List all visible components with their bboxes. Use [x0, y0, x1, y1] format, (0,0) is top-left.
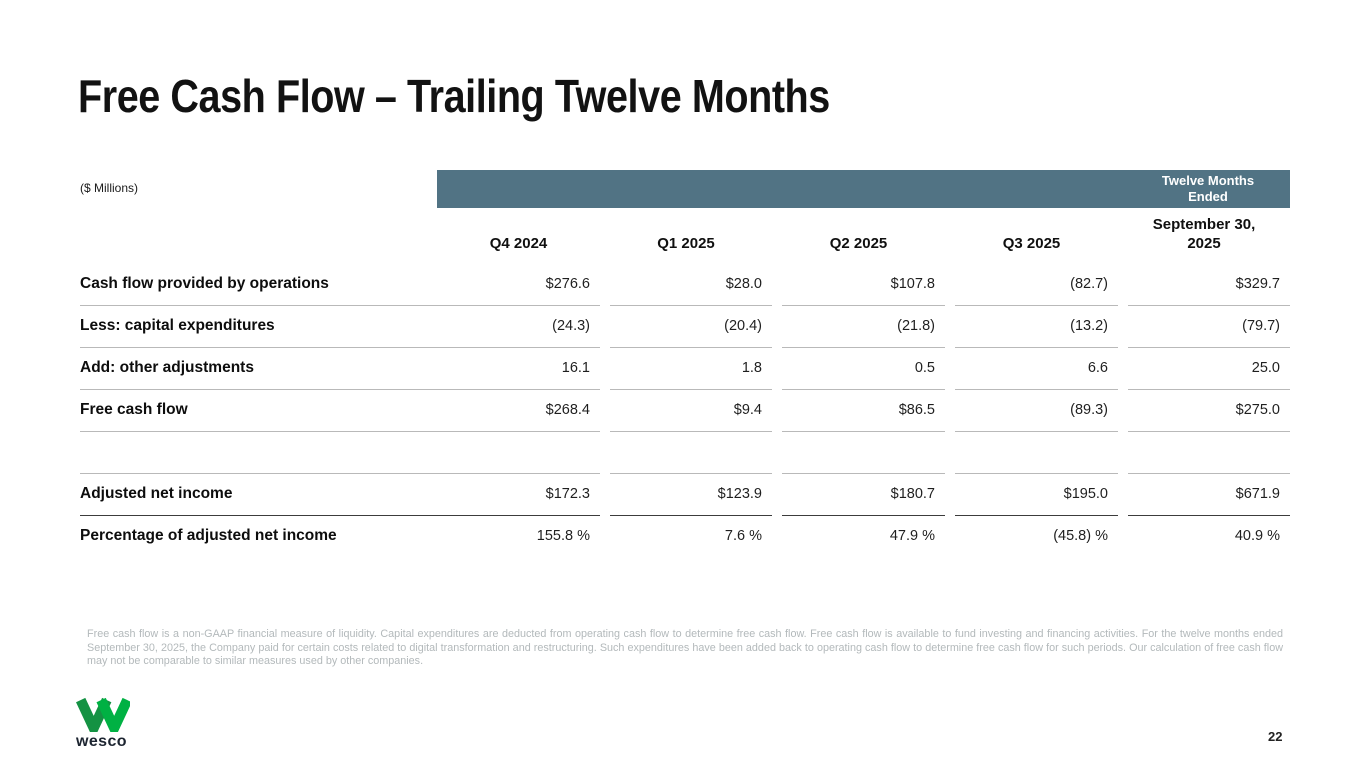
- cell-value: [782, 431, 945, 474]
- cell-value: 16.1: [437, 347, 600, 390]
- cell-value: 6.6: [955, 347, 1118, 390]
- financial-table: Cash flow provided by operations $276.6 $2…: [80, 263, 1290, 557]
- table-header-banner: Twelve Months Ended: [437, 170, 1290, 208]
- column-header: Q3 2025: [1002, 235, 1061, 252]
- table-spacer-row: [80, 431, 1290, 474]
- cell-value: 0.5: [782, 347, 945, 390]
- cell-value: [437, 431, 600, 474]
- cell-value: $107.8: [782, 263, 945, 306]
- footnote: Free cash flow is a non-GAAP financial m…: [87, 628, 1283, 668]
- row-label: [80, 431, 437, 474]
- cell-value: (24.3): [437, 305, 600, 348]
- cell-value: $195.0: [955, 473, 1118, 516]
- column-header: Q1 2025: [657, 235, 715, 252]
- column-header: Q4 2024: [489, 235, 548, 252]
- cell-value: 155.8 %: [536, 528, 590, 544]
- row-label: Adjusted net income: [80, 473, 437, 516]
- column-header: Q2 2025: [829, 235, 888, 252]
- column-header-spacer: [80, 253, 437, 257]
- table-row: Less: capital expenditures (24.3) (20.4) (2…: [80, 305, 1290, 348]
- cell-value: $275.0: [1128, 389, 1290, 432]
- row-label: Add: other adjustments: [80, 347, 437, 390]
- cell-value: $9.4: [610, 389, 772, 432]
- wesco-w-icon: [76, 697, 132, 741]
- cell-value: $329.7: [1128, 263, 1290, 306]
- cell-value: (45.8) %: [1053, 528, 1108, 544]
- cell-value: 40.9 %: [1234, 528, 1280, 544]
- table-row: Free cash flow $268.4 $9.4 $86.5 (89.3) $275.…: [80, 389, 1290, 432]
- banner-label: Twelve Months Ended: [1161, 173, 1255, 204]
- column-header: September 30, 2025: [1152, 216, 1256, 252]
- cell-value: (13.2): [955, 305, 1118, 348]
- page-number: 22: [1268, 729, 1283, 744]
- cell-value: 7.6 %: [724, 528, 762, 544]
- cell-value: (21.8): [782, 305, 945, 348]
- cell-value: $172.3: [437, 473, 600, 516]
- company-logo: wesco: [76, 696, 136, 750]
- cell-value: $28.0: [610, 263, 772, 306]
- table-row: Cash flow provided by operations $276.6 $2…: [80, 263, 1290, 306]
- table-row: Add: other adjustments 16.1 1.8 0.5 6.6 25.0: [80, 347, 1290, 390]
- cell-value: (79.7): [1128, 305, 1290, 348]
- column-header-row: Q4 2024 Q1 2025 Q2 2025 Q3 2025 September 30…: [80, 211, 1290, 257]
- cell-value: 47.9 %: [889, 528, 935, 544]
- page-title: Free Cash Flow – Trailing Twelve Months: [78, 69, 830, 122]
- row-label: Free cash flow: [80, 389, 437, 432]
- cell-value: $86.5: [782, 389, 945, 432]
- cell-value: $671.9: [1128, 473, 1290, 516]
- cell-value: $268.4: [437, 389, 600, 432]
- cell-value: [955, 431, 1118, 474]
- table-row: Adjusted net income $172.3 $123.9 $180.7 $19…: [80, 473, 1290, 516]
- units-label: ($ Millions): [80, 181, 139, 195]
- cell-value: 25.0: [1128, 347, 1290, 390]
- cell-value: [1128, 431, 1290, 474]
- cell-value: 1.8: [610, 347, 772, 390]
- row-label: Percentage of adjusted net income: [80, 527, 337, 544]
- table-row: Percentage of adjusted net income 155.8 %…: [80, 515, 1290, 557]
- cell-value: [610, 431, 772, 474]
- cell-value: $180.7: [782, 473, 945, 516]
- cell-value: (82.7): [955, 263, 1118, 306]
- cell-value: $276.6: [437, 263, 600, 306]
- row-label: Less: capital expenditures: [80, 305, 437, 348]
- cell-value: (20.4): [610, 305, 772, 348]
- cell-value: (89.3): [955, 389, 1118, 432]
- logo-wordmark: wesco: [76, 733, 127, 750]
- row-label: Cash flow provided by operations: [80, 263, 437, 306]
- cell-value: $123.9: [610, 473, 772, 516]
